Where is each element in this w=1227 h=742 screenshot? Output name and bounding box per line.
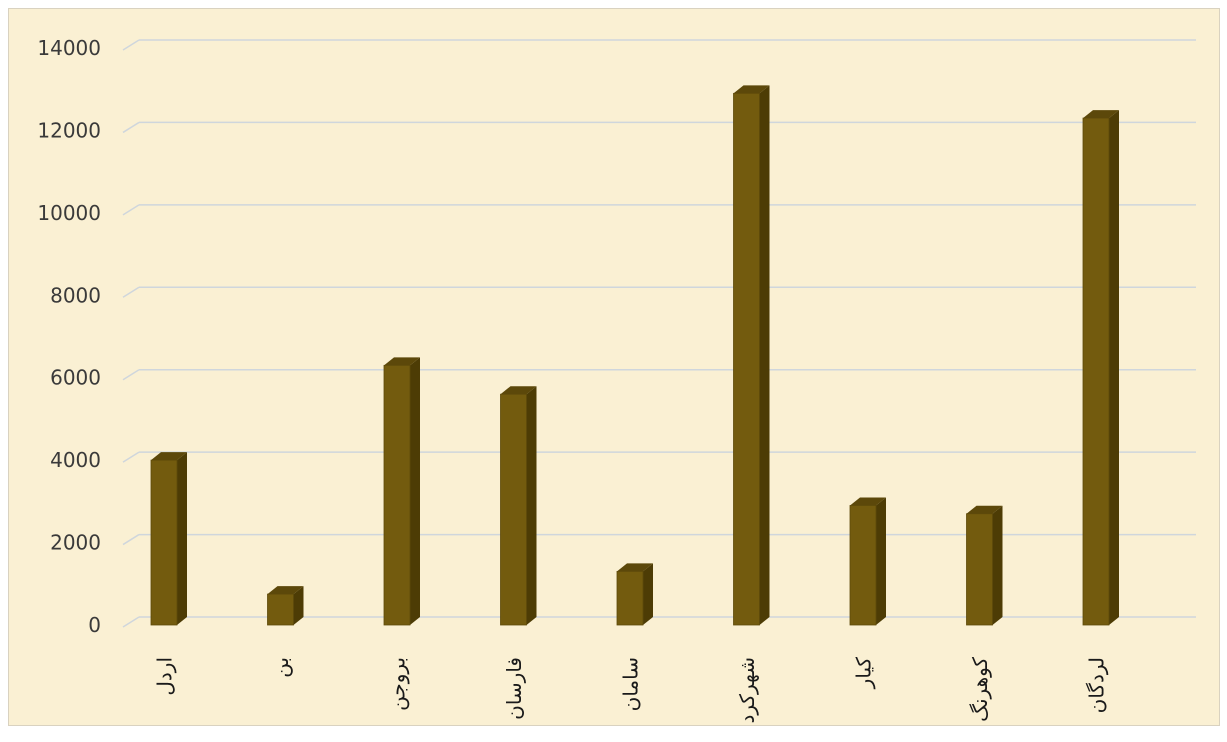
bar-side-face xyxy=(992,505,1003,625)
y-tick-label: 2000 xyxy=(50,531,101,555)
bar-front-face xyxy=(500,393,527,626)
bar-side-face xyxy=(643,563,653,625)
bar-side-face xyxy=(293,586,304,625)
gridlines xyxy=(122,39,1196,628)
bar-front-face xyxy=(849,505,877,626)
bar-top-face xyxy=(500,386,537,395)
bar-chart: 0 2000 4000 6000 8000 10000 12000 14000 اردل بن ب… xyxy=(37,36,1196,724)
bar xyxy=(1082,110,1119,626)
y-tick-label: 4000 xyxy=(50,448,101,472)
gridline-depth xyxy=(122,451,140,463)
gridline-depth xyxy=(122,616,140,628)
gridline-depth xyxy=(122,286,140,298)
bar xyxy=(150,452,187,626)
bar-side-face xyxy=(1109,110,1119,626)
bar-side-face xyxy=(759,85,770,626)
bar-front-face xyxy=(267,593,294,626)
y-tick-label: 10000 xyxy=(37,201,101,225)
bar-top-face xyxy=(850,497,886,506)
x-category-label: فارسان xyxy=(502,657,526,720)
bar-front-face xyxy=(966,513,993,626)
x-category-label: اردل xyxy=(153,657,177,696)
bar-side-face xyxy=(177,452,187,625)
bar-top-face xyxy=(1083,110,1119,119)
bar xyxy=(267,586,304,626)
chart-frame: 0 2000 4000 6000 8000 10000 12000 14000 اردل بن ب… xyxy=(8,8,1220,726)
x-category-label: بن xyxy=(269,657,293,678)
x-category-label: کیار xyxy=(852,657,876,690)
y-tick-label: 14000 xyxy=(37,36,101,60)
bar xyxy=(849,497,886,626)
bar-side-face xyxy=(876,497,886,625)
bar xyxy=(616,563,653,626)
bar xyxy=(733,85,770,626)
gridline-depth xyxy=(122,204,140,216)
bar-front-face xyxy=(1082,117,1110,626)
y-tick-label: 8000 xyxy=(50,283,101,307)
x-category-label: سامان xyxy=(619,657,643,711)
y-tick-label: 12000 xyxy=(37,118,101,142)
bar-top-face xyxy=(617,563,653,572)
y-axis-tick-labels: 0 2000 4000 6000 8000 10000 12000 14000 xyxy=(37,36,101,637)
bar-front-face xyxy=(383,364,411,626)
bars xyxy=(150,85,1119,626)
bar-top-face xyxy=(384,357,420,366)
bar-front-face xyxy=(150,459,178,626)
x-axis-category-labels: اردل بن بروجن فارسان سامان شهرکرد کیار کوهرنگ لر… xyxy=(153,657,1109,724)
y-tick-label: 0 xyxy=(88,613,101,637)
bar-top-face xyxy=(733,85,770,94)
bar-front-face xyxy=(733,92,760,626)
x-category-label: لردگان xyxy=(1085,657,1109,713)
bar-top-face xyxy=(151,452,187,461)
bar-side-face xyxy=(526,386,537,625)
bar xyxy=(500,386,537,626)
x-category-label: بروجن xyxy=(386,657,410,711)
bar xyxy=(383,357,420,626)
gridline-depth xyxy=(122,39,140,51)
gridline-depth xyxy=(122,121,140,134)
gridline-depth xyxy=(122,369,140,381)
bar-side-face xyxy=(410,357,420,625)
bar xyxy=(966,505,1003,626)
y-tick-label: 6000 xyxy=(50,366,101,390)
bar-top-face xyxy=(966,505,1003,514)
bar-top-face xyxy=(267,586,304,595)
x-category-label: شهرکرد xyxy=(735,657,759,723)
gridline-depth xyxy=(122,533,140,546)
x-category-label: کوهرنگ xyxy=(968,657,992,722)
bar-front-face xyxy=(616,571,644,626)
